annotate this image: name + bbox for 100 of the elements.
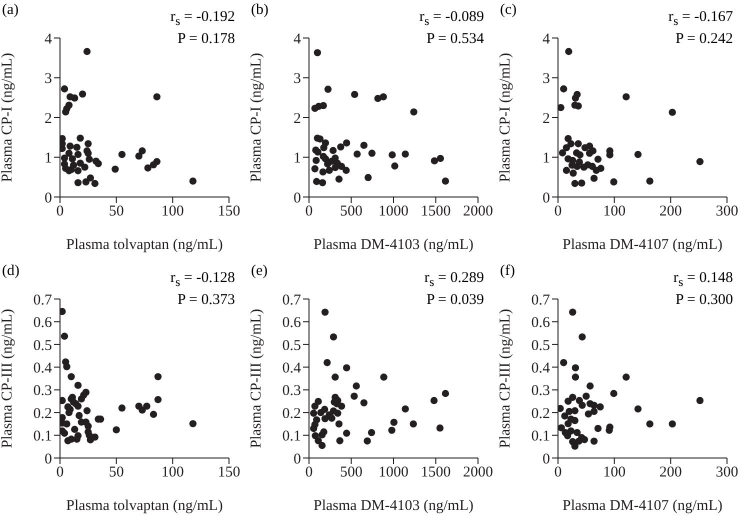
point	[83, 407, 91, 414]
y-tick-label: 2	[294, 110, 301, 127]
point	[311, 165, 319, 172]
x-axis-title: Plasma DM-4103 (ng/mL)	[314, 498, 474, 514]
x-tick-label: 300	[716, 204, 738, 220]
text: r$_{s}$ = -0.192	[170, 8, 235, 30]
annotation: P = 0.534	[426, 30, 484, 48]
point	[112, 166, 119, 173]
x-tick-label: 100	[603, 204, 626, 220]
chart-title: (f)	[500, 263, 515, 280]
point	[329, 146, 337, 154]
x-tick-label: 150	[218, 464, 240, 481]
point	[668, 420, 676, 428]
x-tick-label: 1500	[420, 204, 451, 220]
point	[60, 396, 66, 404]
point	[594, 424, 602, 432]
y-tick-label: 0.5	[33, 338, 52, 354]
point	[590, 402, 598, 409]
point	[572, 94, 580, 102]
point	[76, 412, 83, 420]
x-axis-title: Plasma DM-4103 (ng/mL)	[314, 237, 474, 253]
point	[94, 160, 102, 168]
y-tick-label: 0	[294, 190, 301, 206]
point	[66, 93, 74, 100]
point	[60, 430, 68, 437]
x-tick-label: 1000	[378, 464, 408, 481]
annotation: P = 0.039	[426, 291, 484, 309]
x-tick-label: 200	[659, 464, 682, 481]
point	[68, 373, 75, 380]
point	[442, 178, 450, 185]
point	[368, 428, 376, 436]
point	[138, 147, 146, 154]
annotation: P = 0.300	[674, 291, 733, 309]
point	[326, 166, 333, 174]
point	[560, 359, 568, 366]
point	[343, 364, 350, 372]
point	[571, 442, 578, 450]
point	[64, 437, 72, 444]
x-axis-title: Plasma tolvaptan (ng/mL)	[66, 498, 223, 514]
point	[572, 364, 580, 372]
point	[332, 164, 339, 172]
chart-title: (b)	[251, 2, 268, 19]
y-tick-label: 0.2	[282, 406, 301, 422]
y-tick-label: 0.6	[282, 315, 302, 332]
x-tick-label: 100	[603, 464, 626, 481]
point	[76, 134, 84, 142]
point	[360, 142, 368, 149]
point	[590, 438, 598, 445]
text: r$_{s}$ = 0.289	[424, 269, 484, 291]
x-tick-label: 2000	[463, 204, 493, 220]
point	[561, 412, 568, 420]
point	[74, 382, 82, 389]
point	[189, 178, 197, 185]
point	[337, 143, 344, 151]
point	[622, 93, 630, 100]
point	[578, 402, 586, 409]
point	[436, 154, 444, 162]
y-tick-label: 0.4	[33, 360, 52, 376]
y-tick-label: 0.6	[531, 315, 550, 332]
y-tick-label: 0.4	[282, 360, 302, 376]
point	[60, 308, 66, 316]
y-tick-label: 0.7	[33, 292, 52, 308]
point	[74, 150, 82, 158]
point	[634, 405, 642, 413]
point	[320, 144, 328, 152]
point	[576, 158, 584, 166]
point	[646, 178, 654, 185]
point	[154, 373, 162, 380]
point	[590, 174, 598, 182]
point	[328, 414, 336, 422]
point	[380, 374, 388, 381]
point	[314, 398, 322, 406]
y-axis-title: Plasma CP-III (ng/mL)	[497, 308, 514, 448]
point	[154, 396, 162, 404]
point	[321, 406, 328, 413]
point	[335, 176, 343, 183]
x-tick-label: 50	[108, 464, 124, 481]
x-tick-label: 1000	[378, 204, 408, 220]
point	[63, 420, 70, 428]
y-tick-label: 0.1	[531, 428, 550, 445]
point	[574, 102, 582, 110]
point	[592, 166, 600, 174]
point	[571, 407, 578, 414]
point	[336, 437, 344, 444]
point	[320, 428, 328, 436]
x-tick-label: 150	[218, 204, 240, 220]
point	[84, 140, 92, 148]
y-tick-label: 4	[294, 31, 302, 48]
point	[74, 179, 82, 186]
point	[565, 48, 572, 56]
x-axis-title: Plasma DM-4107 (ng/mL)	[562, 498, 722, 514]
point	[73, 144, 80, 151]
y-tick-label: 4	[44, 31, 52, 48]
y-tick-label: 0	[44, 451, 52, 468]
y-tick-label: 0.1	[282, 428, 301, 445]
y-tick-label: 0.3	[33, 383, 52, 400]
point	[78, 90, 86, 98]
y-tick-label: 0	[542, 451, 550, 468]
y-axis-title: Plasma CP-I (ng/mL)	[497, 52, 514, 182]
annotation: P = 0.178	[176, 30, 235, 48]
